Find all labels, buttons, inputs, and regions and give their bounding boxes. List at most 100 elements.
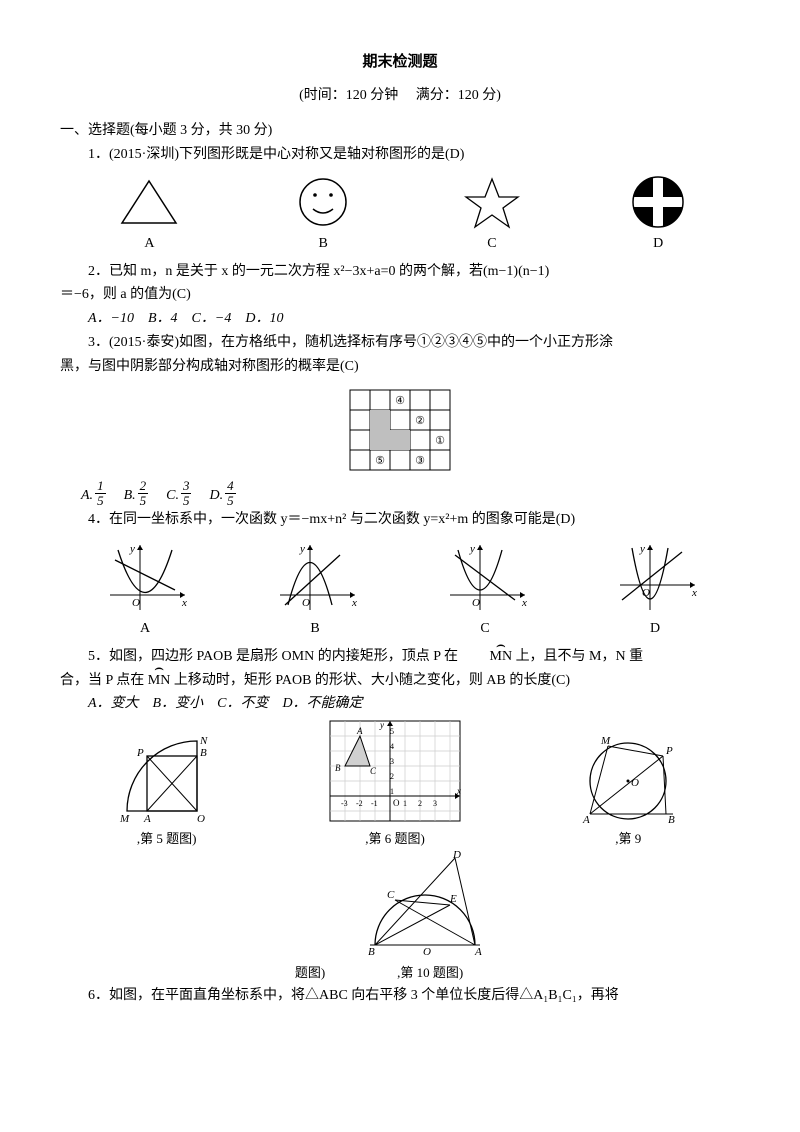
svg-text:O: O xyxy=(631,777,639,789)
svg-text:x: x xyxy=(181,597,187,609)
svg-text:C: C xyxy=(370,766,377,776)
svg-text:O: O xyxy=(197,813,205,825)
svg-text:M: M xyxy=(119,813,130,825)
circle-triangle-icon: M P O A B xyxy=(568,726,688,826)
svg-text:O: O xyxy=(472,597,480,609)
q1-fig-a: A xyxy=(114,175,184,256)
svg-text:y: y xyxy=(129,543,135,555)
svg-text:P: P xyxy=(136,747,144,759)
semicircle-triangle-icon: D C E B O A xyxy=(355,850,505,960)
svg-text:x: x xyxy=(351,597,357,609)
graph-a-icon: x y O xyxy=(100,540,190,615)
svg-text:D: D xyxy=(452,850,461,861)
fig-10: D C E B O A ,第 10 题图) xyxy=(355,850,505,984)
smiley-icon xyxy=(293,175,353,230)
q1-fig-b: B xyxy=(293,175,353,256)
q1-label-c: C xyxy=(487,232,496,256)
q2-stem-2: ＝−6，则 a 的值为(C) xyxy=(60,283,740,307)
q5-stem-2: 合，当 P 点在 MN 上移动时，矩形 PAOB 的形状、大小随之变化，则 AB… xyxy=(60,669,740,693)
graph-d-icon: xyO xyxy=(610,540,700,615)
figure-row-10: 题图) D C E B O A ,第 10 题图) xyxy=(60,850,740,984)
svg-text:2: 2 xyxy=(390,772,394,781)
svg-text:y: y xyxy=(299,543,305,555)
svg-text:O: O xyxy=(132,597,140,609)
q2-stem-1: 2．已知 m，n 是关于 x 的一元二次方程 x²−3x+a=0 的两个解，若(… xyxy=(60,260,740,284)
q6-stem: 6．如图，在平面直角坐标系中，将△ABC 向右平移 3 个单位长度后得△A₁B₁… xyxy=(60,984,740,1008)
q3-options: A.15 B.25 C.35 D.45 xyxy=(81,479,740,509)
svg-text:A: A xyxy=(356,726,363,736)
graph-b-icon: x y O xyxy=(270,540,360,615)
svg-text:M: M xyxy=(600,735,611,747)
fig-5: P B N M A O ,第 5 题图) xyxy=(112,726,222,850)
svg-text:E: E xyxy=(449,893,457,905)
q1-fig-c: C xyxy=(462,175,522,256)
svg-text:2: 2 xyxy=(418,799,422,808)
star-icon xyxy=(462,175,522,230)
q1-fig-d: D xyxy=(631,175,686,256)
section-1-heading: 一、选择题(每小题 3 分，共 30 分) xyxy=(60,119,740,143)
arc-mn-2: MN xyxy=(148,669,171,693)
q4-fig-b: xyO B xyxy=(270,540,360,641)
q4-figures: xyO A xyO B xyO C xyO xyxy=(60,540,740,641)
svg-text:B: B xyxy=(668,814,675,826)
svg-text:y: y xyxy=(469,543,475,555)
svg-text:4: 4 xyxy=(390,742,394,751)
svg-text:⑤: ⑤ xyxy=(375,455,385,467)
svg-text:-2: -2 xyxy=(356,799,363,808)
q4-fig-a: xyO A xyxy=(100,540,190,641)
q1-stem: 1．(2015·深圳)下列图形既是中心对称又是轴对称图形的是(D) xyxy=(60,143,740,167)
svg-text:O: O xyxy=(423,946,431,958)
q2-opts: A．−10 B．4 C．−4 D．10 xyxy=(88,311,283,326)
q1-label-a: A xyxy=(144,232,154,256)
svg-text:O: O xyxy=(302,597,310,609)
q4-stem: 4．在同一坐标系中，一次函数 y＝−mx+n² 与二次函数 y=x²+m 的图象… xyxy=(60,508,740,532)
q2-options: A．−10 B．4 C．−4 D．10 xyxy=(88,307,740,331)
q1-label-b: B xyxy=(318,232,327,256)
svg-text:1: 1 xyxy=(390,787,394,796)
time-info: (时间：120 分钟 xyxy=(299,88,398,103)
svg-text:3: 3 xyxy=(433,799,437,808)
svg-text:A: A xyxy=(143,813,151,825)
arc-mn: MN xyxy=(462,645,513,669)
svg-text:O: O xyxy=(393,798,400,808)
svg-text:x: x xyxy=(456,786,461,796)
svg-text:P: P xyxy=(665,745,673,757)
svg-text:5: 5 xyxy=(390,727,394,736)
coord-grid-icon: A B C O x y 5 4 3 2 1 1 2 3 -1 -2 -3 xyxy=(325,716,465,826)
score-info: 满分：120 分) xyxy=(416,88,501,103)
q1-figures: A B C D xyxy=(60,175,740,256)
q5-options: A．变大 B．变小 C．不变 D．不能确定 xyxy=(88,692,740,716)
q3-stem-1: 3．(2015·泰安)如图，在方格纸中，随机选择标有序号①②③④⑤中的一个小正方… xyxy=(60,331,740,355)
svg-text:B: B xyxy=(200,747,207,759)
svg-text:④: ④ xyxy=(395,395,405,407)
svg-text:N: N xyxy=(199,735,208,747)
sector-rect-icon: P B N M A O xyxy=(112,726,222,826)
triangle-icon xyxy=(114,175,184,230)
page-subtitle: (时间：120 分钟 满分：120 分) xyxy=(60,84,740,108)
svg-text:A: A xyxy=(582,814,590,826)
q4-fig-c: xyO C xyxy=(440,540,530,641)
svg-text:x: x xyxy=(521,597,527,609)
svg-text:3: 3 xyxy=(390,757,394,766)
svg-text:-1: -1 xyxy=(371,799,378,808)
q3-stem-2: 黑，与图中阴影部分构成轴对称图形的概率是(C) xyxy=(60,355,740,379)
svg-text:1: 1 xyxy=(403,799,407,808)
svg-text:y: y xyxy=(379,720,384,730)
fig-6: A B C O x y 54321 123 -1-2-3 ,第 6 题图) xyxy=(325,716,465,850)
svg-text:A: A xyxy=(474,946,482,958)
page-title: 期末检测题 xyxy=(60,50,740,76)
graph-c-icon: x y O xyxy=(440,540,530,615)
svg-text:B: B xyxy=(368,946,375,958)
svg-text:y: y xyxy=(639,543,645,555)
svg-text:-3: -3 xyxy=(341,799,348,808)
svg-text:②: ② xyxy=(415,415,425,427)
svg-text:①: ① xyxy=(435,435,445,447)
q4-fig-d: xyO D xyxy=(610,540,700,641)
circle-cross-icon xyxy=(631,175,686,230)
q1-label-d: D xyxy=(653,232,663,256)
fig-9: M P O A B ,第 9 xyxy=(568,726,688,850)
svg-text:B: B xyxy=(335,763,341,773)
svg-text:C: C xyxy=(387,889,395,901)
svg-text:x: x xyxy=(691,587,697,599)
svg-text:③: ③ xyxy=(415,455,425,467)
